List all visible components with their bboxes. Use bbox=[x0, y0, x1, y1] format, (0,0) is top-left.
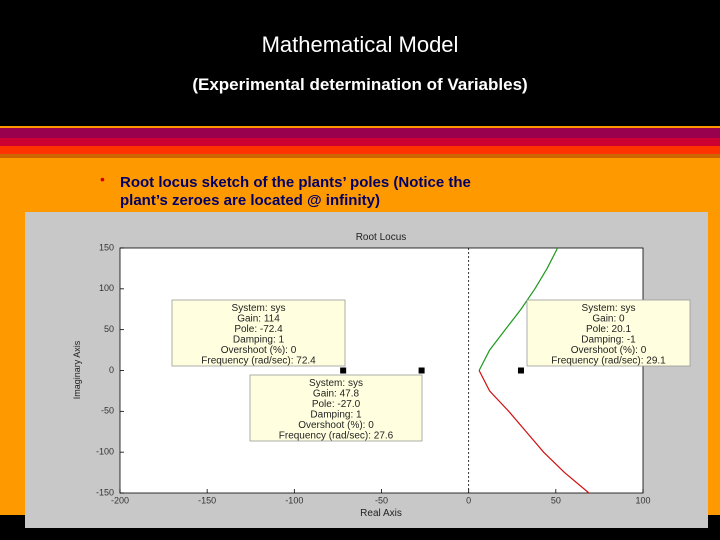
datatip-text: Frequency (rad/sec): 29.1 bbox=[551, 356, 666, 367]
x-tick-label: 50 bbox=[551, 495, 561, 505]
y-tick-label: -50 bbox=[101, 406, 114, 416]
stripe bbox=[0, 154, 720, 158]
x-tick-label: -100 bbox=[285, 495, 303, 505]
x-tick-label: 100 bbox=[635, 495, 650, 505]
datatip bbox=[526, 299, 691, 367]
pole-marker bbox=[418, 367, 425, 374]
locus-branch bbox=[478, 370, 590, 494]
datatip-text: Gain: 0 bbox=[592, 314, 625, 325]
y-tick-label: 100 bbox=[99, 283, 114, 293]
slide-title: Mathematical Model bbox=[262, 32, 459, 57]
y-axis-label: Imaginary Axis bbox=[72, 340, 82, 399]
datatip-text: Frequency (rad/sec): 72.4 bbox=[201, 356, 316, 367]
x-axis-label: Real Axis bbox=[360, 508, 402, 519]
datatip-text: Damping: -1 bbox=[581, 335, 636, 346]
x-tick-label: -200 bbox=[111, 495, 129, 505]
x-tick-label: -150 bbox=[198, 495, 216, 505]
datatip-text: Overshoot (%): 0 bbox=[298, 420, 374, 431]
datatip-text: Pole: 20.1 bbox=[586, 324, 631, 335]
slide-subtitle: (Experimental determination of Variables… bbox=[192, 75, 527, 94]
stripe bbox=[0, 128, 720, 138]
datatip-text: System: sys bbox=[309, 378, 363, 389]
datatip bbox=[249, 374, 423, 442]
datatip-text: Gain: 47.8 bbox=[313, 389, 360, 400]
datatip-text: Overshoot (%): 0 bbox=[571, 345, 647, 356]
datatip-text: Pole: -72.4 bbox=[234, 324, 283, 335]
stripe bbox=[0, 138, 720, 146]
datatip-text: Overshoot (%): 0 bbox=[221, 345, 297, 356]
datatip-text: Gain: 114 bbox=[237, 314, 280, 325]
y-tick-label: -100 bbox=[96, 447, 114, 457]
datatip-text: Damping: 1 bbox=[310, 410, 362, 421]
y-tick-label: 0 bbox=[109, 365, 114, 375]
y-tick-label: -150 bbox=[96, 487, 114, 497]
datatip bbox=[171, 299, 346, 367]
pole-marker bbox=[340, 367, 347, 374]
datatip-text: System: sys bbox=[232, 303, 286, 314]
chart-title: Root Locus bbox=[356, 232, 407, 243]
bullet-text: Root locus sketch of the plants’ poles (… bbox=[120, 174, 471, 191]
plot-area bbox=[119, 247, 644, 494]
stripe bbox=[0, 146, 720, 154]
datatip-text: Damping: 1 bbox=[233, 335, 285, 346]
pole-marker bbox=[517, 367, 524, 374]
header-band bbox=[0, 0, 720, 126]
y-tick-label: 150 bbox=[99, 242, 114, 252]
datatip-text: Frequency (rad/sec): 27.6 bbox=[279, 431, 394, 442]
datatip-text: Pole: -27.0 bbox=[312, 399, 361, 410]
x-tick-label: 0 bbox=[466, 495, 471, 505]
bullet-text: plant’s zeroes are located @ infinity) bbox=[120, 192, 380, 209]
x-tick-label: -50 bbox=[375, 495, 388, 505]
datatip-text: System: sys bbox=[582, 303, 636, 314]
locus-branch bbox=[478, 247, 559, 371]
y-tick-label: 50 bbox=[104, 324, 114, 334]
bullet-marker: • bbox=[100, 171, 105, 187]
